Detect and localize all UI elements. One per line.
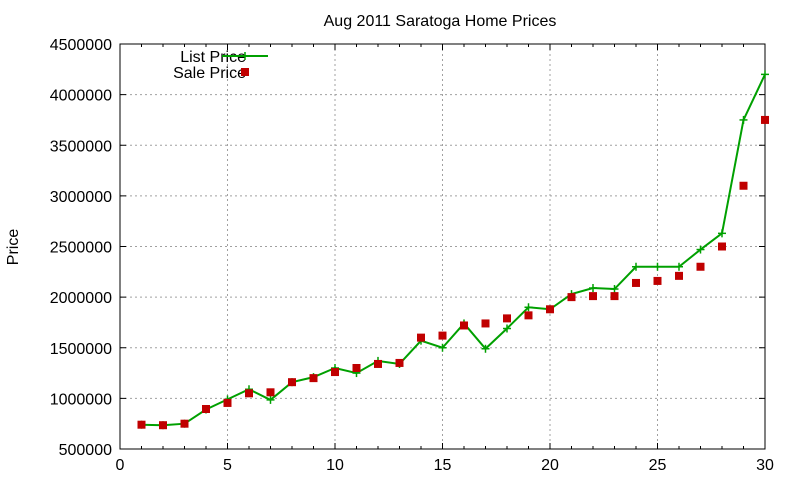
legend-square-swatch <box>241 68 249 76</box>
sale-price-point <box>696 262 705 271</box>
y-tick-label: 2500000 <box>50 240 112 257</box>
grid-lines <box>120 44 765 449</box>
list-price-point <box>481 344 490 353</box>
chart-title: Aug 2011 Saratoga Home Prices <box>324 13 557 30</box>
sale-price-point <box>374 359 382 368</box>
sale-price-point <box>223 398 232 407</box>
y-tick-label: 3500000 <box>50 138 112 155</box>
y-tick-label: 2000000 <box>50 290 112 307</box>
list-price-point <box>266 395 275 404</box>
list-price-point <box>589 284 597 293</box>
list-price-point <box>696 245 705 254</box>
sale-price-point <box>180 419 189 428</box>
x-tick-label: 0 <box>116 457 125 474</box>
x-tick-label: 5 <box>223 457 232 474</box>
x-tick-label: 25 <box>649 457 667 474</box>
legend-label: List Price <box>180 49 246 66</box>
sale-price-point <box>761 115 769 124</box>
sale-price-point <box>266 388 275 397</box>
sale-price-point <box>417 333 425 342</box>
sale-price-point <box>245 389 253 398</box>
x-tick-label: 15 <box>434 457 452 474</box>
sale-price-point <box>460 321 468 330</box>
sale-price-point <box>503 314 511 323</box>
sale-price-point <box>288 378 296 387</box>
sale-price-point <box>524 311 533 320</box>
sale-price-point <box>395 358 404 367</box>
sale-price-point <box>653 276 662 285</box>
x-tick-label: 10 <box>326 457 344 474</box>
list-price-point <box>653 262 662 271</box>
sale-price-point <box>331 368 339 377</box>
y-tick-label: 1000000 <box>50 391 112 408</box>
y-tick-label: 4000000 <box>50 88 112 105</box>
sale-price-point <box>610 292 619 301</box>
sale-price-point <box>739 181 748 190</box>
list-price-point <box>675 262 683 271</box>
sale-price-point <box>352 364 361 372</box>
series-marks <box>137 70 769 430</box>
sale-price-point <box>159 421 167 430</box>
x-tick-label: 20 <box>541 457 559 474</box>
sale-price-point <box>675 271 683 280</box>
list-price-point <box>739 115 748 124</box>
sale-price-point <box>718 242 726 251</box>
legend-cross-swatch <box>241 52 249 60</box>
list-price-point <box>761 70 769 79</box>
list-price-line <box>141 73 766 427</box>
x-tick-label: 30 <box>756 457 774 474</box>
sale-price-point <box>546 305 554 314</box>
y-tick-label: 3000000 <box>50 189 112 206</box>
sale-price-point <box>589 292 597 301</box>
list-price-point <box>524 303 533 312</box>
sale-price-point <box>309 374 318 383</box>
sale-price-point <box>438 331 447 340</box>
plot-frame <box>119 43 766 450</box>
sale-price-point <box>137 420 146 429</box>
y-axis-label: Price <box>5 229 22 266</box>
legend-label: Sale Price <box>173 65 246 82</box>
list-price-point <box>718 229 726 238</box>
list-price-point <box>632 262 640 271</box>
sale-price-point <box>202 405 210 414</box>
y-tick-label: 500000 <box>59 442 112 459</box>
sale-price-point <box>567 293 576 302</box>
y-tick-label: 4500000 <box>50 37 112 54</box>
axis-ticks: 500000 1000000 1500000 2000000 2500000 300000… <box>50 37 774 474</box>
list-price-point <box>503 324 511 333</box>
list-price-point <box>610 285 619 294</box>
y-tick-label: 1500000 <box>50 341 112 358</box>
list-price-point <box>438 343 447 352</box>
sale-price-point <box>632 278 640 287</box>
sale-price-point <box>481 319 490 328</box>
